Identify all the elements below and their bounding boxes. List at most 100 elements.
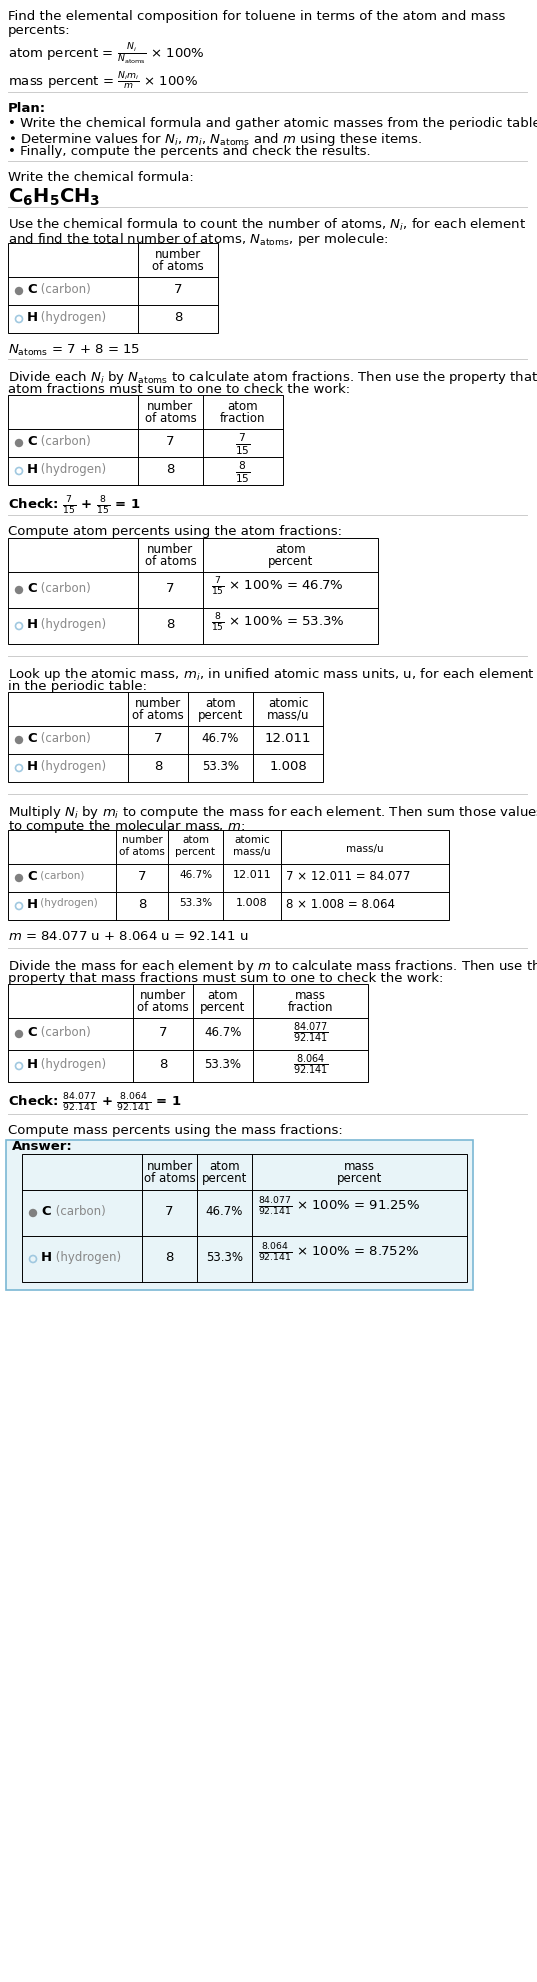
Text: mass percent = $\frac{N_i m_i}{m}$ × 100%: mass percent = $\frac{N_i m_i}{m}$ × 100…: [8, 69, 198, 93]
Text: Plan:: Plan:: [8, 101, 46, 115]
Text: • Finally, compute the percents and check the results.: • Finally, compute the percents and chec…: [8, 145, 371, 159]
Text: to compute the molecular mass, $m$:: to compute the molecular mass, $m$:: [8, 819, 245, 834]
Text: of atoms: of atoms: [152, 260, 204, 274]
Text: $\frac{8.064}{92.141}$: $\frac{8.064}{92.141}$: [293, 1052, 329, 1078]
Circle shape: [30, 1209, 37, 1217]
Text: 46.7%: 46.7%: [179, 870, 212, 880]
Text: Write the chemical formula:: Write the chemical formula:: [8, 170, 194, 184]
Text: (carbon): (carbon): [37, 583, 91, 595]
Text: (carbon): (carbon): [37, 731, 91, 745]
Circle shape: [16, 587, 23, 593]
Text: 53.3%: 53.3%: [206, 1251, 243, 1265]
Text: number: number: [147, 1159, 193, 1173]
Text: $N_{\rm atoms}$ = 7 + 8 = 15: $N_{\rm atoms}$ = 7 + 8 = 15: [8, 343, 140, 359]
Text: Divide the mass for each element by $m$ to calculate mass fractions. Then use th: Divide the mass for each element by $m$ …: [8, 957, 537, 975]
Text: 7: 7: [154, 731, 162, 745]
Text: 8: 8: [154, 759, 162, 773]
Text: (carbon): (carbon): [37, 283, 91, 295]
Bar: [6, 1140, 473, 1290]
Text: $m$ = 84.077 u + 8.064 u = 92.141 u: $m$ = 84.077 u + 8.064 u = 92.141 u: [8, 930, 248, 943]
Text: atom fractions must sum to one to check the work:: atom fractions must sum to one to check …: [8, 383, 350, 396]
Text: Check: $\frac{7}{15}$ + $\frac{8}{15}$ = 1: Check: $\frac{7}{15}$ + $\frac{8}{15}$ =…: [8, 496, 141, 517]
Text: • Write the chemical formula and gather atomic masses from the periodic table.: • Write the chemical formula and gather …: [8, 117, 537, 131]
Text: of atoms: of atoms: [144, 412, 197, 424]
Text: C: C: [27, 731, 37, 745]
Text: 7 × 12.011 = 84.077: 7 × 12.011 = 84.077: [286, 870, 410, 884]
Text: atom: atom: [209, 1159, 240, 1173]
Text: 53.3%: 53.3%: [179, 898, 212, 908]
Text: Check: $\frac{84.077}{92.141}$ + $\frac{8.064}{92.141}$ = 1: Check: $\frac{84.077}{92.141}$ + $\frac{…: [8, 1092, 182, 1114]
Text: 8: 8: [166, 618, 175, 630]
Text: 46.7%: 46.7%: [202, 731, 239, 745]
Circle shape: [16, 737, 23, 743]
Text: number: number: [147, 543, 194, 557]
Bar: [8, 692, 323, 783]
Text: atomic: atomic: [234, 834, 270, 844]
Text: $\frac{8.064}{92.141}$ × 100% = 8.752%: $\frac{8.064}{92.141}$ × 100% = 8.752%: [258, 1243, 420, 1265]
Text: (carbon): (carbon): [37, 1027, 91, 1039]
Text: C: C: [41, 1205, 50, 1219]
Text: 8: 8: [138, 898, 146, 912]
Text: $\frac{8}{15}$ × 100% = 53.3%: $\frac{8}{15}$ × 100% = 53.3%: [211, 612, 345, 634]
Text: number: number: [121, 834, 162, 844]
Text: (hydrogen): (hydrogen): [37, 1058, 106, 1070]
Text: mass: mass: [344, 1159, 375, 1173]
Text: Look up the atomic mass, $m_i$, in unified atomic mass units, u, for each elemen: Look up the atomic mass, $m_i$, in unifi…: [8, 666, 535, 684]
Text: of atoms: of atoms: [137, 1001, 189, 1015]
Text: (hydrogen): (hydrogen): [37, 759, 106, 773]
Text: 8 × 1.008 = 8.064: 8 × 1.008 = 8.064: [286, 898, 395, 912]
Text: 12.011: 12.011: [265, 731, 311, 745]
Text: 12.011: 12.011: [233, 870, 271, 880]
Text: $\frac{8}{15}$: $\frac{8}{15}$: [235, 460, 251, 484]
Text: 46.7%: 46.7%: [204, 1027, 242, 1039]
Text: percent: percent: [202, 1171, 247, 1185]
Text: atom: atom: [182, 834, 209, 844]
Text: atom: atom: [208, 989, 238, 1003]
Text: C: C: [27, 283, 37, 295]
Text: mass/u: mass/u: [233, 846, 271, 856]
Circle shape: [16, 287, 23, 295]
Text: atom: atom: [275, 543, 306, 557]
Text: H: H: [41, 1251, 52, 1265]
Text: H: H: [27, 311, 38, 323]
Text: (carbon): (carbon): [37, 434, 91, 448]
Text: Multiply $N_i$ by $m_i$ to compute the mass for each element. Then sum those val: Multiply $N_i$ by $m_i$ to compute the m…: [8, 805, 537, 821]
Text: number: number: [140, 989, 186, 1003]
Bar: [22, 1154, 467, 1282]
Text: Divide each $N_i$ by $N_{\rm atoms}$ to calculate atom fractions. Then use the p: Divide each $N_i$ by $N_{\rm atoms}$ to …: [8, 369, 537, 386]
Bar: [8, 830, 449, 920]
Text: in the periodic table:: in the periodic table:: [8, 680, 147, 694]
Text: percent: percent: [176, 846, 215, 856]
Text: (hydrogen): (hydrogen): [37, 618, 106, 630]
Text: 53.3%: 53.3%: [205, 1058, 242, 1070]
Text: 53.3%: 53.3%: [202, 759, 239, 773]
Text: H: H: [27, 464, 38, 476]
Text: $\mathbf{C_6H_5CH_3}$: $\mathbf{C_6H_5CH_3}$: [8, 186, 100, 208]
Text: $\frac{84.077}{92.141}$: $\frac{84.077}{92.141}$: [293, 1021, 329, 1045]
Text: Use the chemical formula to count the number of atoms, $N_i$, for each element: Use the chemical formula to count the nu…: [8, 216, 526, 234]
Text: C: C: [27, 434, 37, 448]
Text: of atoms: of atoms: [119, 846, 165, 856]
Text: mass/u: mass/u: [267, 710, 309, 721]
Text: C: C: [27, 870, 37, 884]
Text: of atoms: of atoms: [143, 1171, 195, 1185]
Text: of atoms: of atoms: [144, 555, 197, 569]
Text: C: C: [27, 583, 37, 595]
Text: 1.008: 1.008: [269, 759, 307, 773]
Circle shape: [16, 874, 23, 882]
Bar: [8, 983, 368, 1082]
Text: $\frac{7}{15}$: $\frac{7}{15}$: [235, 430, 251, 456]
Text: (carbon): (carbon): [52, 1205, 106, 1219]
Text: property that mass fractions must sum to one to check the work:: property that mass fractions must sum to…: [8, 971, 444, 985]
Text: percents:: percents:: [8, 24, 71, 38]
Bar: [8, 537, 378, 644]
Text: percent: percent: [198, 710, 243, 721]
Text: H: H: [27, 618, 38, 630]
Text: H: H: [27, 759, 38, 773]
Text: number: number: [135, 698, 181, 710]
Text: of atoms: of atoms: [132, 710, 184, 721]
Bar: [8, 244, 218, 333]
Text: (hydrogen): (hydrogen): [52, 1251, 121, 1265]
Text: Compute atom percents using the atom fractions:: Compute atom percents using the atom fra…: [8, 525, 342, 537]
Text: fraction: fraction: [288, 1001, 333, 1015]
